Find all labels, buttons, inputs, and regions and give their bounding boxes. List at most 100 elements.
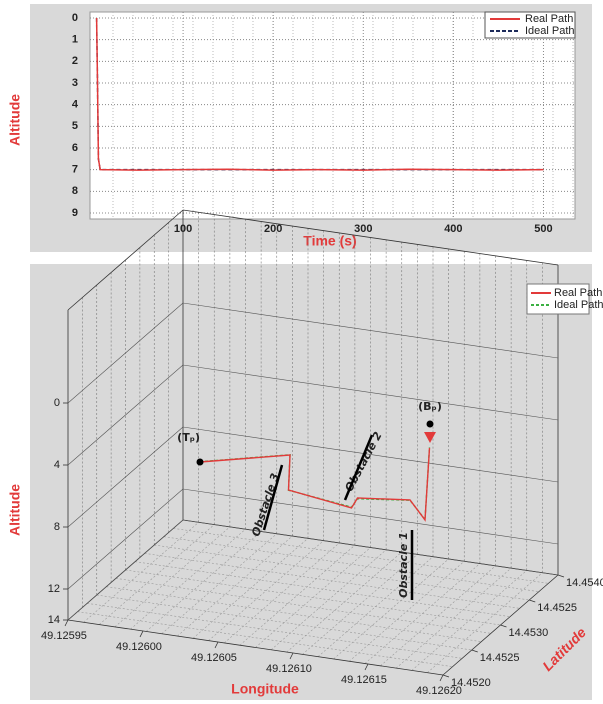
floor-grid	[145, 531, 262, 632]
floor-grid	[154, 544, 530, 601]
obstacle-bar	[343, 434, 374, 501]
grid-line	[182, 302, 559, 359]
obstacle-bar	[262, 464, 284, 531]
z-tick-label: 14	[48, 614, 60, 626]
x-tick-label: 300	[354, 223, 372, 235]
tick-mark	[442, 674, 450, 678]
tick-mark	[139, 630, 144, 638]
grid-line	[67, 302, 184, 404]
grid-line	[67, 426, 184, 528]
grid-line	[182, 426, 559, 483]
grid-line	[67, 364, 184, 466]
floor-grid	[163, 536, 539, 592]
x-tick-label: 49.12605	[191, 652, 237, 664]
data-line	[95, 17, 544, 171]
box-edge	[182, 209, 559, 266]
legend	[526, 283, 590, 315]
data-line	[199, 447, 431, 522]
floor-grid	[144, 553, 520, 609]
grid-line	[67, 488, 184, 590]
tick-mark	[439, 674, 444, 682]
point-label: (Bₚ)	[418, 400, 442, 413]
plot-area	[89, 11, 576, 220]
base-arrow	[424, 432, 436, 443]
floor-grid	[395, 567, 512, 669]
floor-grid	[130, 528, 246, 630]
y-tick-label: 1	[72, 34, 78, 46]
y-tick-label: 4	[72, 99, 79, 111]
floor-grid	[411, 570, 527, 671]
floor-grid	[380, 565, 496, 667]
floor-grid	[115, 578, 491, 634]
box-edge	[67, 209, 184, 311]
box-edge	[67, 619, 444, 676]
floor-grid	[173, 528, 549, 584]
x-tick-label: 49.12595	[41, 630, 87, 642]
legend-label: Ideal Path	[525, 25, 575, 37]
y-tick-label: 3	[72, 77, 78, 89]
x-tick-label: 500	[534, 223, 552, 235]
y-tick-label: 14.4540	[566, 577, 603, 589]
z-tick-label: 0	[54, 397, 60, 409]
tick-mark	[214, 641, 219, 649]
floor-grid	[83, 522, 199, 623]
floor-grid	[99, 524, 215, 625]
y-axis-label: Altitude	[7, 94, 23, 146]
x-tick-label: 400	[444, 223, 462, 235]
floor-grid	[106, 586, 482, 642]
tick-mark	[471, 649, 478, 653]
z-tick-label: 4	[54, 459, 60, 471]
tick-mark	[364, 663, 369, 671]
x-tick-label: 49.12600	[116, 641, 162, 653]
y-tick-label: 0	[72, 12, 78, 24]
z-tick-label: 12	[48, 583, 60, 595]
floor-grid	[125, 569, 501, 626]
tick-mark	[289, 652, 294, 660]
legend-label: Real Path	[554, 287, 602, 299]
y-tick-label: 8	[72, 185, 78, 197]
tick-mark	[557, 574, 565, 578]
x-tick-label: 49.12615	[341, 674, 387, 686]
y-tick-label: 2	[72, 55, 78, 67]
floor-grid	[96, 594, 472, 651]
legend-label: Ideal Path	[554, 299, 603, 311]
start-marker	[196, 458, 204, 466]
x-axis-label: Longitude	[231, 681, 299, 697]
floor-grid	[161, 533, 277, 634]
y-tick-label: 14.4525	[537, 602, 577, 614]
point-label: (Tₚ)	[177, 431, 200, 444]
grid-line	[67, 519, 184, 621]
x-tick-label: 49.12610	[266, 663, 312, 675]
tick-mark	[64, 619, 69, 627]
z-axis-label: Altitude	[7, 484, 23, 536]
y-tick-label: 5	[72, 120, 78, 132]
floor-grid	[114, 526, 231, 628]
z-tick-label: 8	[54, 521, 60, 533]
floor-grid	[135, 561, 511, 617]
tick-mark	[529, 599, 536, 603]
grid-line	[182, 364, 559, 421]
floor-grid	[177, 535, 293, 637]
floor-grid	[427, 572, 543, 673]
y-tick-label: 6	[72, 142, 78, 154]
floor-grid	[77, 611, 453, 667]
y-tick-label: 7	[72, 164, 78, 176]
grid-line	[182, 488, 559, 545]
floor-grid	[208, 540, 324, 641]
x-axis-label: Time (s)	[303, 233, 356, 249]
y-tick-label: 14.4530	[509, 627, 549, 639]
obstacle-label: Obstacle 1	[397, 532, 410, 598]
x-tick-label: 200	[264, 223, 282, 235]
floor-grid	[192, 538, 309, 639]
base-marker	[426, 420, 434, 428]
y-tick-label: 14.4525	[480, 652, 520, 664]
floor-grid	[87, 603, 463, 659]
tick-mark	[500, 624, 507, 628]
y-tick-label: 9	[72, 207, 78, 219]
y-tick-label: 14.4520	[451, 677, 491, 689]
legend-label: Real Path	[525, 13, 573, 25]
x-tick-label: 49.12620	[416, 685, 462, 697]
legend	[484, 11, 576, 39]
grid-line	[182, 519, 559, 576]
